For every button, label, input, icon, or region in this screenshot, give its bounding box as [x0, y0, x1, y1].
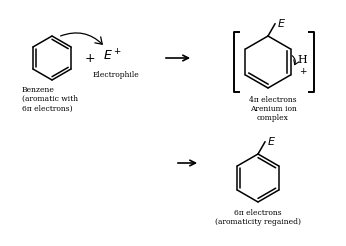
Text: Benzene
(aromatic with
6π electrons): Benzene (aromatic with 6π electrons) — [22, 86, 78, 112]
FancyArrowPatch shape — [61, 33, 102, 44]
FancyArrowPatch shape — [292, 56, 299, 65]
Text: $E$: $E$ — [277, 17, 286, 29]
Text: $E$: $E$ — [267, 135, 276, 147]
Text: Electrophile: Electrophile — [93, 71, 139, 79]
Text: $E^+$: $E^+$ — [102, 48, 121, 64]
Text: 4π electrons
Arenium ion
complex: 4π electrons Arenium ion complex — [249, 96, 297, 123]
Text: H: H — [297, 55, 307, 65]
Text: 6π electrons
(aromaticity regained): 6π electrons (aromaticity regained) — [215, 209, 301, 226]
Text: +: + — [85, 51, 95, 64]
Text: +: + — [299, 66, 307, 76]
